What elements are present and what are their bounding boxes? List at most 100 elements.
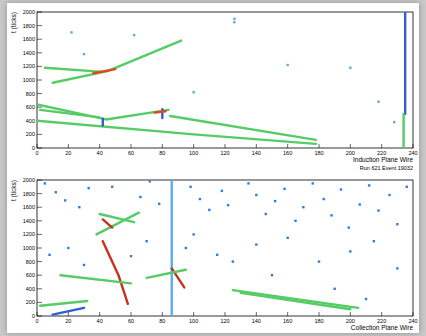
hit: [333, 288, 335, 290]
y-tick-label: 800: [26, 91, 35, 97]
hit: [133, 34, 135, 36]
hit: [330, 214, 332, 216]
track: [241, 293, 351, 309]
x-tick: [99, 312, 100, 316]
x-tick: [319, 144, 320, 148]
track: [97, 213, 139, 235]
y-tick: [37, 261, 42, 262]
x-tick: [68, 144, 69, 148]
x-tick: [256, 312, 257, 316]
panel: 0204060801001201401601802002202400200400…: [10, 177, 418, 331]
hit: [233, 21, 235, 23]
x-tick: [37, 144, 38, 148]
hit: [139, 196, 141, 198]
hit: [185, 247, 187, 249]
y-tick-label: 1800: [23, 191, 35, 197]
x-tick-label: 100: [189, 318, 198, 324]
track: [61, 275, 132, 283]
y-tick: [37, 134, 42, 135]
y-tick: [37, 12, 42, 13]
y-axis-title: t (ticks): [10, 180, 18, 201]
x-tick: [350, 312, 351, 316]
hit: [323, 198, 325, 200]
x-tick-label: 60: [128, 150, 134, 156]
y-tick-label: 1200: [23, 63, 35, 69]
hit: [199, 198, 201, 200]
hit: [294, 220, 296, 222]
hit: [233, 18, 235, 20]
y-tick-label: 1400: [23, 218, 35, 224]
x-tick: [162, 312, 163, 316]
y-tick-label: 1600: [23, 204, 35, 210]
y-tick: [37, 107, 42, 108]
hit: [88, 187, 90, 189]
hit: [130, 255, 132, 257]
x-tick-label: 160: [283, 150, 292, 156]
y-tick-label: 400: [26, 118, 35, 124]
y-tick-label: 200: [26, 131, 35, 137]
track: [170, 116, 316, 140]
track: [40, 110, 100, 117]
hit: [70, 31, 72, 33]
y-tick-label: 0: [32, 145, 35, 151]
y-tick: [37, 234, 42, 235]
hit: [365, 298, 367, 300]
y-tick: [37, 207, 42, 208]
hit: [158, 203, 160, 205]
x-tick-label: 160: [283, 318, 292, 324]
hit: [396, 267, 398, 269]
hit: [377, 209, 379, 211]
x-tick: [413, 312, 414, 316]
x-tick: [131, 144, 132, 148]
hit: [232, 260, 234, 262]
hit: [377, 101, 379, 103]
x-tick: [287, 144, 288, 148]
data-layer: [40, 180, 408, 316]
plot-frame: [37, 12, 413, 148]
hit: [44, 182, 46, 184]
hit: [192, 91, 194, 93]
x-tick-label: 140: [252, 150, 261, 156]
x-tick: [37, 312, 38, 316]
hit: [78, 206, 80, 208]
hit: [83, 264, 85, 266]
y-tick-label: 800: [26, 259, 35, 265]
y-tick-label: 200: [26, 299, 35, 305]
hit: [348, 226, 350, 228]
x-tick-label: 20: [65, 318, 71, 324]
track: [45, 68, 103, 72]
hit: [189, 186, 191, 188]
x-tick: [68, 312, 69, 316]
hit: [274, 200, 276, 202]
track: [37, 104, 169, 119]
hit: [359, 203, 361, 205]
y-tick-label: 2000: [23, 177, 35, 183]
x-tick-label: 0: [35, 150, 38, 156]
y-tick: [37, 180, 42, 181]
hit: [283, 188, 285, 190]
track: [53, 308, 84, 315]
hit: [48, 254, 50, 256]
y-tick: [37, 25, 42, 26]
x-tick: [225, 312, 226, 316]
y-tick: [37, 80, 42, 81]
y-tick-label: 600: [26, 272, 35, 278]
y-tick: [37, 275, 42, 276]
hit: [247, 182, 249, 184]
track: [171, 180, 173, 316]
hit: [340, 188, 342, 190]
hit: [286, 64, 288, 66]
x-tick: [162, 144, 163, 148]
track: [155, 111, 166, 112]
hit: [216, 254, 218, 256]
panel: 0204060801001201401601802002202400200400…: [10, 9, 418, 171]
y-tick: [37, 148, 42, 149]
hit: [368, 184, 370, 186]
hit: [208, 209, 210, 211]
x-tick: [381, 144, 382, 148]
x-tick: [256, 144, 257, 148]
hit: [265, 213, 267, 215]
hit: [221, 190, 223, 192]
hit: [406, 186, 408, 188]
track: [40, 301, 87, 306]
